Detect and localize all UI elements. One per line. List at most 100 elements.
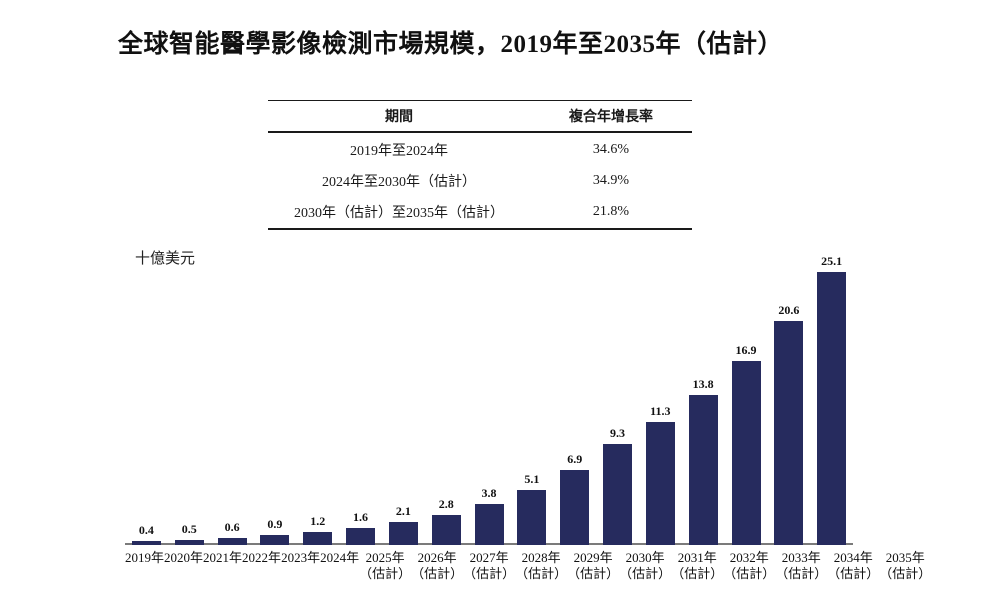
bar-group: 1.2 — [296, 514, 339, 545]
x-axis-tick-label: 2025年 （估計） — [359, 550, 411, 582]
x-axis-labels: 2019年 2020年 2021年 2022年 2023年 2024年 2025年 （估計） 2… — [125, 550, 931, 582]
bar-group: 5.1 — [510, 472, 553, 545]
x-axis-estimate-note: （估計） — [567, 566, 620, 581]
table-cell-period: 2030年（估計）至2035年（估計） — [294, 205, 504, 221]
bar-chart: 0.4 0.5 0.6 0.9 1.2 1.6 2.1 2.8 3.8 5.1 6.9 9.3 11.3… — [125, 254, 853, 545]
bars-container: 0.4 0.5 0.6 0.9 1.2 1.6 2.1 2.8 3.8 5.1 6.9 9.3 11.3… — [125, 254, 853, 545]
bar-value-label: 13.8 — [692, 377, 714, 391]
x-axis-tick-label: 2022年 — [242, 550, 281, 582]
cagr-table-header-row: 期間 複合年增長率 — [268, 101, 692, 133]
x-axis-tick-label: 2020年 — [164, 550, 203, 582]
bar-value-label: 16.9 — [735, 343, 757, 357]
x-axis-year: 2029年 — [573, 550, 613, 565]
x-axis-tick-label: 2024年 — [320, 550, 359, 582]
x-axis-year: 2035年 — [885, 550, 925, 565]
x-axis-year: 2024年 — [320, 550, 360, 565]
bar-group: 2.1 — [382, 504, 425, 545]
bar-group: 13.8 — [682, 377, 725, 545]
bar-value-label: 0.6 — [224, 520, 240, 534]
bar — [645, 422, 675, 545]
bar — [688, 395, 718, 545]
bar — [517, 490, 547, 545]
table-cell-cagr: 34.9% — [592, 172, 630, 188]
x-axis-tick-label: 2030年 （估計） — [619, 550, 671, 582]
x-axis-year: 2032年 — [729, 550, 769, 565]
bar-value-label: 11.3 — [650, 404, 671, 418]
bar-group: 1.6 — [339, 510, 382, 545]
bar-value-label: 0.5 — [181, 522, 197, 536]
bar-value-label: 2.8 — [438, 497, 454, 511]
x-axis-year: 2019年 — [125, 550, 165, 565]
table-cell-period: 2019年至2024年 — [350, 143, 448, 159]
bar-group: 0.6 — [211, 520, 254, 545]
table-row: 2019年至2024年 34.6% — [268, 134, 692, 165]
bar-group: 9.3 — [596, 426, 639, 545]
bar — [474, 504, 504, 545]
x-axis-tick-label: 2029年 （估計） — [567, 550, 619, 582]
cagr-table-body: 2019年至2024年 34.6% 2024年至2030年（估計） 34.9% … — [268, 133, 692, 228]
table-cell-cagr: 34.6% — [592, 141, 630, 157]
x-axis-estimate-note: （估計） — [671, 566, 724, 581]
bar — [817, 272, 847, 545]
bar — [303, 532, 333, 545]
bar — [560, 470, 590, 545]
x-axis-year: 2027年 — [469, 550, 509, 565]
bar-value-label: 1.2 — [310, 514, 326, 528]
x-axis-estimate-note: （估計） — [463, 566, 516, 581]
x-axis-tick-label: 2034年 （估計） — [827, 550, 879, 582]
bar-group: 11.3 — [639, 404, 682, 545]
x-axis-tick-label: 2027年 （估計） — [463, 550, 515, 582]
x-axis-tick-label: 2033年 （估計） — [775, 550, 827, 582]
bar — [217, 538, 247, 545]
x-axis-estimate-note: （估計） — [723, 566, 776, 581]
bar — [388, 522, 418, 545]
table-header-cagr: 複合年增長率 — [569, 110, 653, 125]
table-row: 2030年（估計）至2035年（估計） 21.8% — [268, 196, 692, 227]
x-axis-estimate-note: （估計） — [619, 566, 672, 581]
bar-value-label: 5.1 — [524, 472, 540, 486]
bar-group: 0.4 — [125, 523, 168, 545]
x-axis-year: 2034年 — [833, 550, 873, 565]
bar-value-label: 0.9 — [267, 517, 283, 531]
bar-value-label: 20.6 — [778, 303, 800, 317]
x-axis-year: 2028年 — [521, 550, 561, 565]
x-axis-year: 2025年 — [365, 550, 405, 565]
bar-group: 16.9 — [725, 343, 768, 545]
bar-value-label: 25.1 — [821, 254, 843, 268]
x-axis-year: 2022年 — [242, 550, 282, 565]
table-cell-cagr: 21.8% — [592, 203, 630, 219]
bar-value-label: 0.4 — [138, 523, 154, 537]
bar — [131, 541, 161, 545]
x-axis-year: 2031年 — [677, 550, 717, 565]
x-axis-year: 2030年 — [625, 550, 665, 565]
y-axis-unit-label: 十億美元 — [135, 251, 196, 267]
x-axis-tick-label: 2028年 （估計） — [515, 550, 567, 582]
x-axis-estimate-note: （估計） — [411, 566, 464, 581]
cagr-table: 期間 複合年增長率 2019年至2024年 34.6% 2024年至2030年（… — [268, 100, 692, 230]
bar — [174, 540, 204, 545]
bar-value-label: 3.8 — [481, 486, 497, 500]
x-axis-tick-label: 2023年 — [281, 550, 320, 582]
x-axis-year: 2023年 — [281, 550, 321, 565]
bar — [431, 515, 461, 545]
bar-group: 6.9 — [553, 452, 596, 545]
bar-value-label: 2.1 — [395, 504, 411, 518]
x-axis-year: 2020年 — [164, 550, 204, 565]
page-title: 全球智能醫學影像檢測市場規模，2019年至2035年（估計） — [118, 31, 784, 58]
x-axis-estimate-note: （估計） — [515, 566, 568, 581]
bar-group: 3.8 — [468, 486, 511, 545]
bar-value-label: 1.6 — [353, 510, 369, 524]
bar — [603, 444, 633, 545]
bar-group: 0.5 — [168, 522, 211, 545]
x-axis-year: 2021年 — [203, 550, 243, 565]
bar-group: 2.8 — [425, 497, 468, 545]
bar — [774, 321, 804, 545]
bar-value-label: 9.3 — [610, 426, 626, 440]
bar-value-label: 6.9 — [567, 452, 583, 466]
bar — [346, 528, 376, 545]
x-axis-tick-label: 2031年 （估計） — [671, 550, 723, 582]
x-axis-tick-label: 2026年 （估計） — [411, 550, 463, 582]
x-axis-tick-label: 2019年 — [125, 550, 164, 582]
x-axis-year: 2033年 — [781, 550, 821, 565]
